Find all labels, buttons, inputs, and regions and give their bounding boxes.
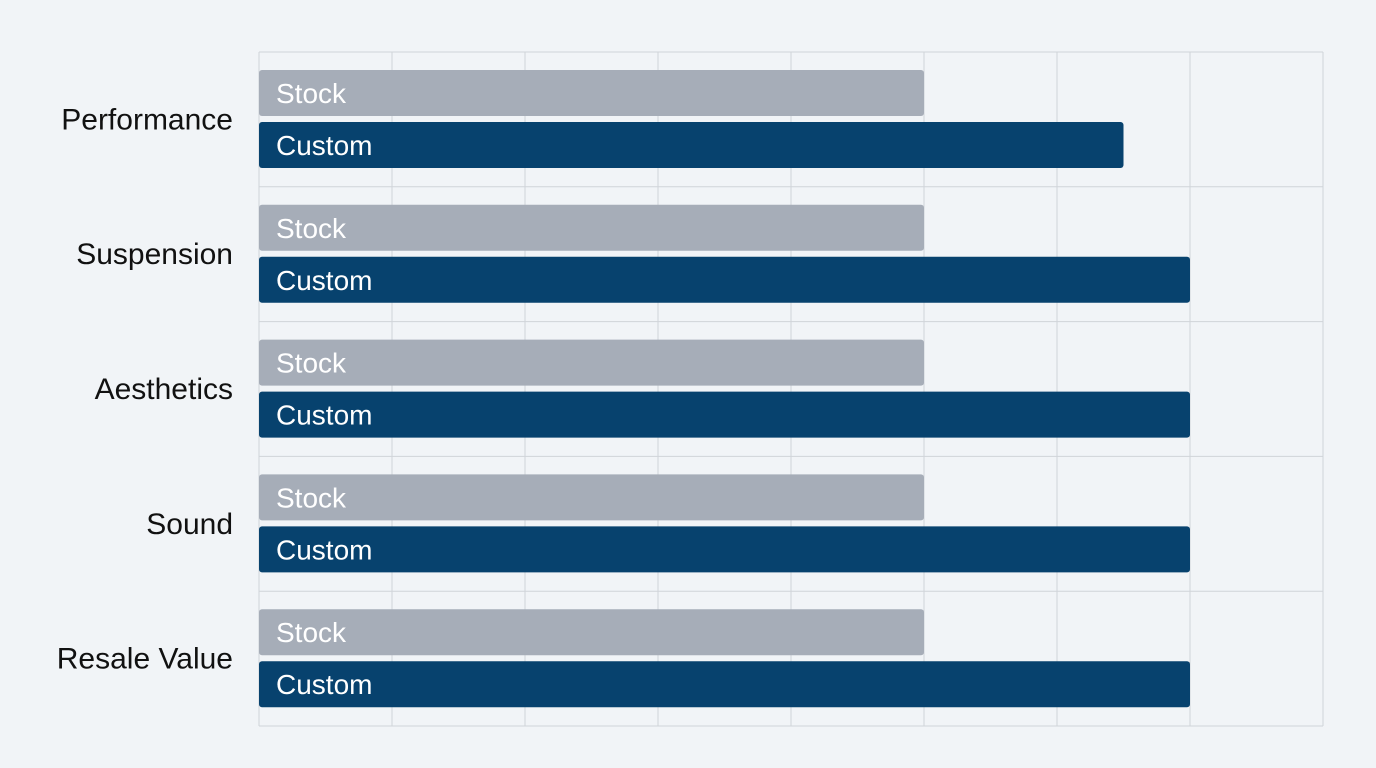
bar-stock	[259, 204, 924, 251]
bar-stock	[259, 339, 924, 386]
bar-custom	[259, 122, 1124, 168]
bar-custom	[259, 661, 1190, 708]
category-label: Aesthetics	[95, 373, 233, 406]
category-label: Suspension	[76, 238, 233, 271]
bar-label-custom: Custom	[276, 130, 372, 161]
bars: Stock Custom Stock Custom Stock Custom Stock Cu…	[259, 70, 1190, 708]
category-labels: Performance Suspension Aesthetics Sound Resa…	[57, 103, 233, 675]
category-label: Performance	[61, 103, 233, 136]
bar-stock	[259, 474, 924, 521]
bar-custom	[259, 526, 1190, 573]
bar-label-stock: Stock	[276, 617, 347, 648]
bar-label-stock: Stock	[276, 482, 347, 513]
bar-label-custom: Custom	[276, 669, 372, 700]
bar-label-custom: Custom	[276, 400, 372, 431]
bar-label-stock: Stock	[276, 213, 347, 244]
bar-label-stock: Stock	[276, 348, 347, 379]
bar-label-custom: Custom	[276, 265, 372, 296]
bar-label-custom: Custom	[276, 534, 372, 565]
category-label: Sound	[146, 508, 233, 541]
bar-custom	[259, 256, 1190, 303]
bar-stock	[259, 609, 924, 656]
bar-custom	[259, 391, 1190, 438]
bar-stock	[259, 70, 924, 116]
bar-label-stock: Stock	[276, 78, 347, 109]
category-label: Resale Value	[57, 643, 233, 676]
